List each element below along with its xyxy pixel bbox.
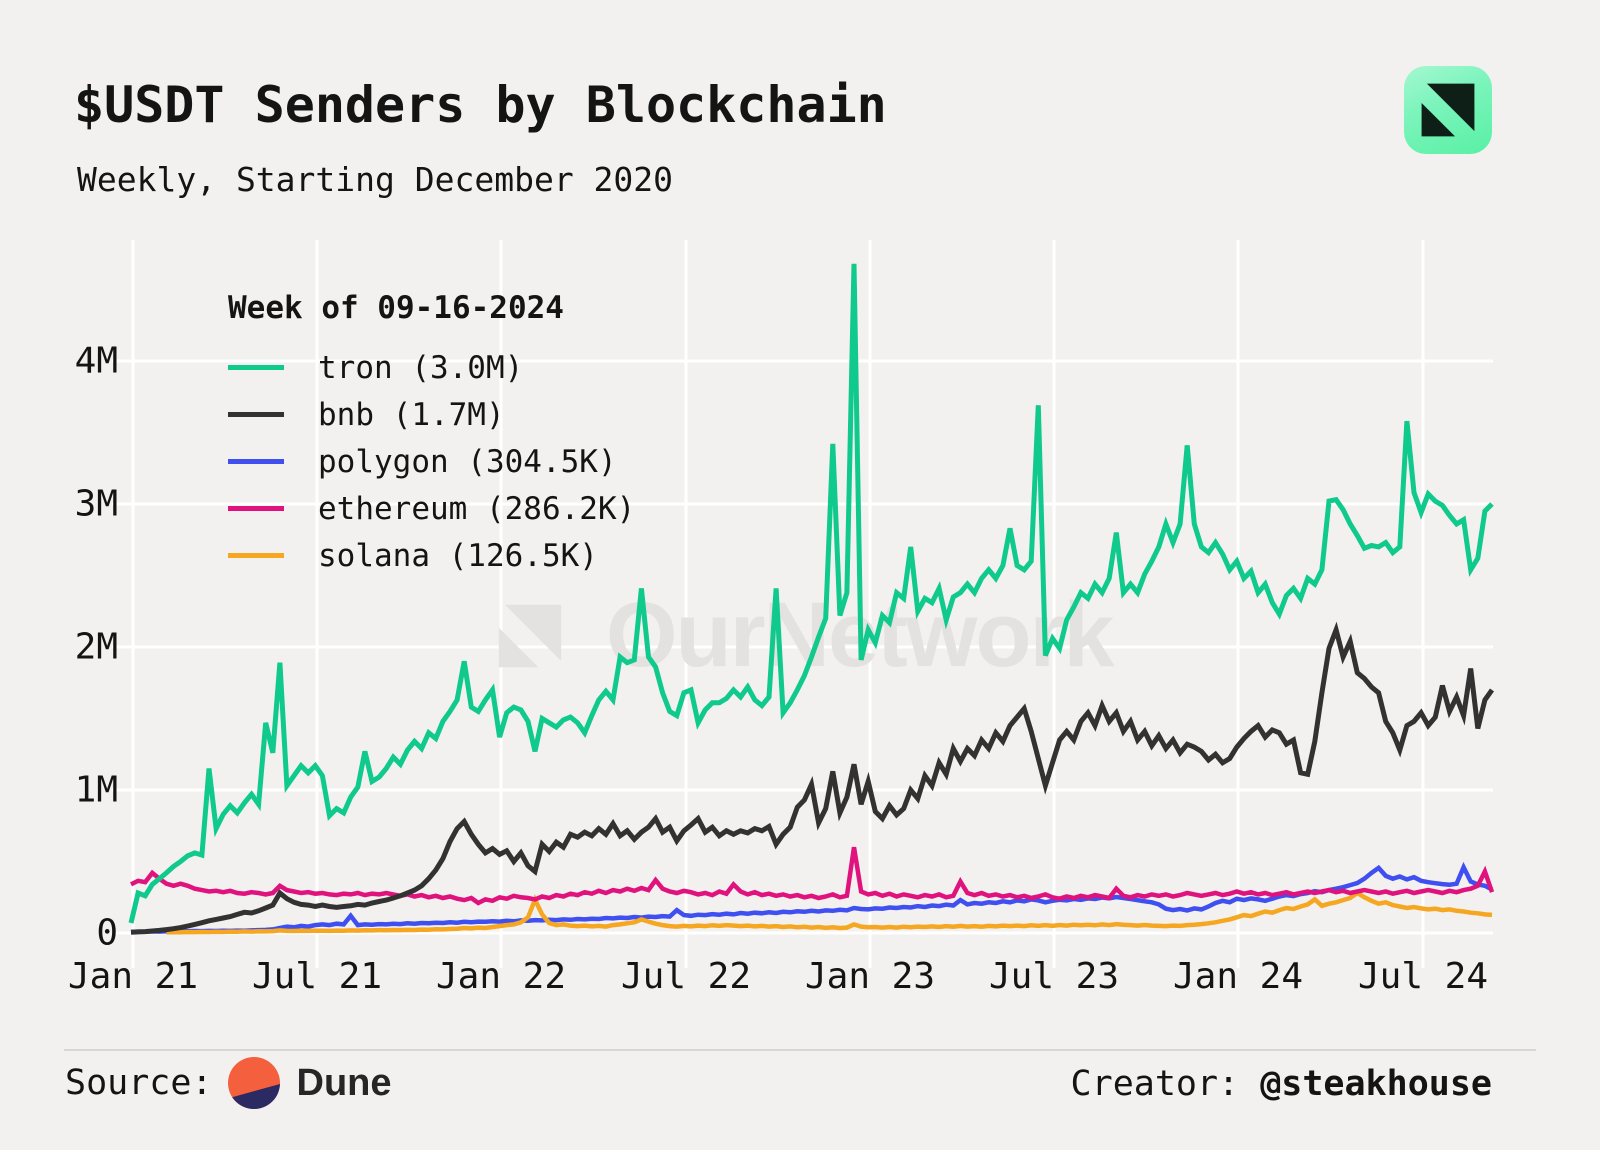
source-label: Source: bbox=[65, 1063, 213, 1103]
x-axis-label: Jan 23 bbox=[804, 956, 936, 997]
y-axis-label: 2M bbox=[74, 626, 118, 668]
series-line-ethereum bbox=[129, 846, 1495, 906]
page-title: $USDT Senders by Blockchain bbox=[74, 76, 887, 134]
legend-label-ethereum: ethereum (286.2K) bbox=[318, 490, 636, 527]
series-line-polygon bbox=[130, 861, 1494, 935]
page-subtitle: Weekly, Starting December 2020 bbox=[77, 160, 674, 199]
ournetwork-logo-icon bbox=[1421, 83, 1475, 137]
x-axis-label: Jan 21 bbox=[67, 956, 199, 997]
creator-handle: @steakhouse bbox=[1260, 1064, 1492, 1104]
series-line-bnb bbox=[130, 621, 1495, 935]
x-axis-label: Jul 22 bbox=[620, 956, 752, 997]
dune-logo-icon bbox=[227, 1057, 280, 1109]
legend-rows: tron (3.0M) bnb (1.7M) polygon (304.5K) eth… bbox=[228, 344, 635, 579]
legend-swatch-tron bbox=[228, 365, 284, 370]
x-axis-label: Jan 22 bbox=[435, 956, 567, 997]
footer-source: Source: Dune bbox=[65, 1056, 392, 1110]
legend-item-solana: solana (126.5K) bbox=[228, 532, 635, 579]
legend-label-bnb: bnb (1.7M) bbox=[318, 396, 505, 433]
x-axis-label: Jul 23 bbox=[988, 956, 1120, 997]
legend-label-polygon: polygon (304.5K) bbox=[318, 443, 617, 480]
legend-item-tron: tron (3.0M) bbox=[228, 344, 635, 391]
source-name: Dune bbox=[296, 1061, 392, 1104]
legend-label-tron: tron (3.0M) bbox=[318, 349, 524, 386]
x-axis-label: Jul 24 bbox=[1357, 956, 1489, 997]
y-axis-label: 1M bbox=[74, 769, 118, 811]
legend-item-polygon: polygon (304.5K) bbox=[228, 438, 635, 485]
legend: Week of 09-16-2024 tron (3.0M) bnb (1.7M)… bbox=[228, 290, 635, 579]
footer-divider bbox=[64, 1049, 1536, 1051]
legend-title: Week of 09-16-2024 bbox=[228, 290, 564, 326]
creator-label: Creator: bbox=[1070, 1064, 1261, 1104]
y-axis-label: 4M bbox=[74, 340, 118, 382]
legend-swatch-ethereum bbox=[228, 506, 284, 511]
legend-swatch-polygon bbox=[228, 459, 284, 464]
ournetwork-logo bbox=[1404, 66, 1492, 154]
legend-item-bnb: bnb (1.7M) bbox=[228, 391, 635, 438]
footer-creator: Creator: @steakhouse bbox=[1071, 1064, 1492, 1104]
y-axis-label: 0 bbox=[96, 912, 118, 954]
legend-label-solana: solana (126.5K) bbox=[318, 537, 598, 574]
series-line-tron bbox=[128, 263, 1494, 924]
legend-swatch-solana bbox=[228, 553, 284, 558]
legend-swatch-bnb bbox=[228, 412, 284, 417]
x-axis-label: Jan 24 bbox=[1172, 956, 1304, 997]
x-axis-label: Jul 21 bbox=[251, 956, 383, 997]
watermark-logo-icon bbox=[498, 604, 562, 667]
y-axis-label: 3M bbox=[74, 483, 118, 525]
legend-item-ethereum: ethereum (286.2K) bbox=[228, 485, 635, 532]
series-line-solana bbox=[166, 890, 1493, 935]
